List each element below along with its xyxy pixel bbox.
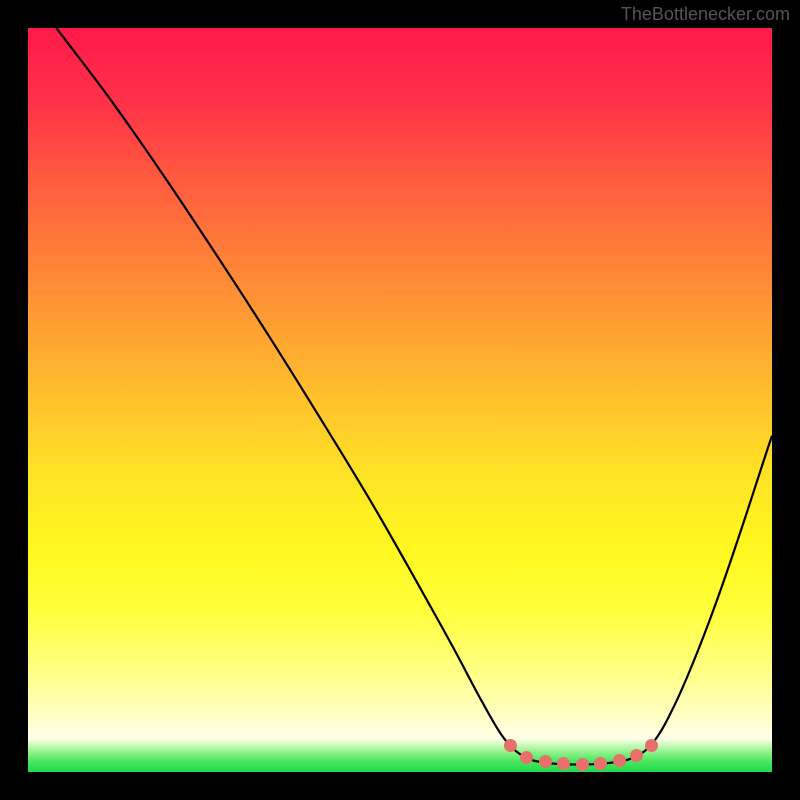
valley-marker-dot [520,751,533,764]
valley-marker-dot [645,739,658,752]
plot-area [28,28,772,772]
valley-marker-dot [576,758,589,771]
bottleneck-curve [28,28,772,772]
watermark-text: TheBottlenecker.com [621,4,790,25]
valley-marker-dot [539,755,552,768]
